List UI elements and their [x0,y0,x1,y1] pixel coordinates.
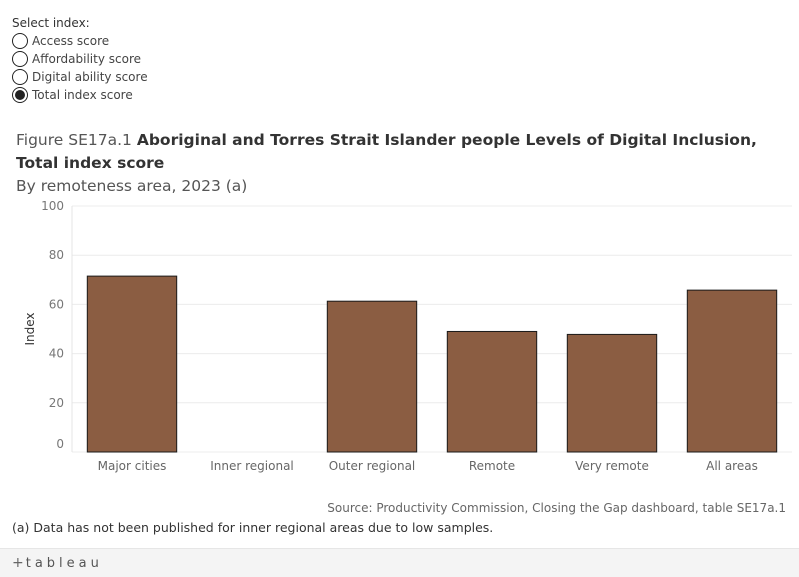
x-tick-label: Very remote [575,459,649,473]
chart-subtitle: By remoteness area, 2023 (a) [16,177,248,195]
y-tick-label: 0 [56,437,64,451]
radio-label: Access score [32,34,110,48]
radio-option-total-index-score[interactable]: Total index score [12,86,148,104]
radio-label: Total index score [32,88,133,102]
bar [446,330,538,453]
tableau-logo-text: tableau [25,555,103,571]
bar [86,275,178,453]
y-tick-label: 20 [49,396,64,410]
x-tick-label: Remote [469,459,515,473]
footnote: (a) Data has not been published for inne… [12,520,494,535]
x-tick-label: Inner regional [210,459,294,473]
y-tick-label: 80 [49,248,64,262]
radio-checked-icon[interactable] [12,87,28,103]
bar-chart: 0 20 40 60 80 100 Index Major cities Inner regio… [23,200,792,473]
radio-option-digital-ability-score[interactable]: Digital ability score [12,68,148,86]
y-tick-label: 60 [49,297,64,311]
bar [566,333,658,453]
figure-number: Figure SE17a.1 [16,131,132,149]
radio-option-affordability-score[interactable]: Affordability score [12,50,148,68]
radio-label: Digital ability score [32,70,148,84]
figure-title: Aboriginal and Torres Strait Islander pe… [16,131,757,172]
tableau-logo[interactable]: + tableau [12,555,103,571]
y-axis-label: Index [23,312,37,345]
chart-title: Figure SE17a.1 Aboriginal and Torres Str… [16,129,776,175]
y-tick-label: 40 [49,347,64,361]
y-tick-label: 100 [41,200,64,213]
radio-circle-icon[interactable] [12,69,28,85]
index-selector: Select index: Access score Affordability… [12,14,148,104]
radio-circle-icon[interactable] [12,33,28,49]
radio-circle-icon[interactable] [12,51,28,67]
x-tick-label: Outer regional [329,459,416,473]
footer-bar [0,548,799,577]
plus-icon: + [12,555,24,571]
radio-label: Affordability score [32,52,141,66]
selector-title: Select index: [12,16,90,30]
x-tick-label: All areas [706,459,758,473]
x-tick-label: Major cities [98,459,167,473]
radio-option-access-score[interactable]: Access score [12,32,148,50]
bar [686,289,778,453]
bar [326,300,418,453]
source-note: Source: Productivity Commission, Closing… [327,501,786,515]
